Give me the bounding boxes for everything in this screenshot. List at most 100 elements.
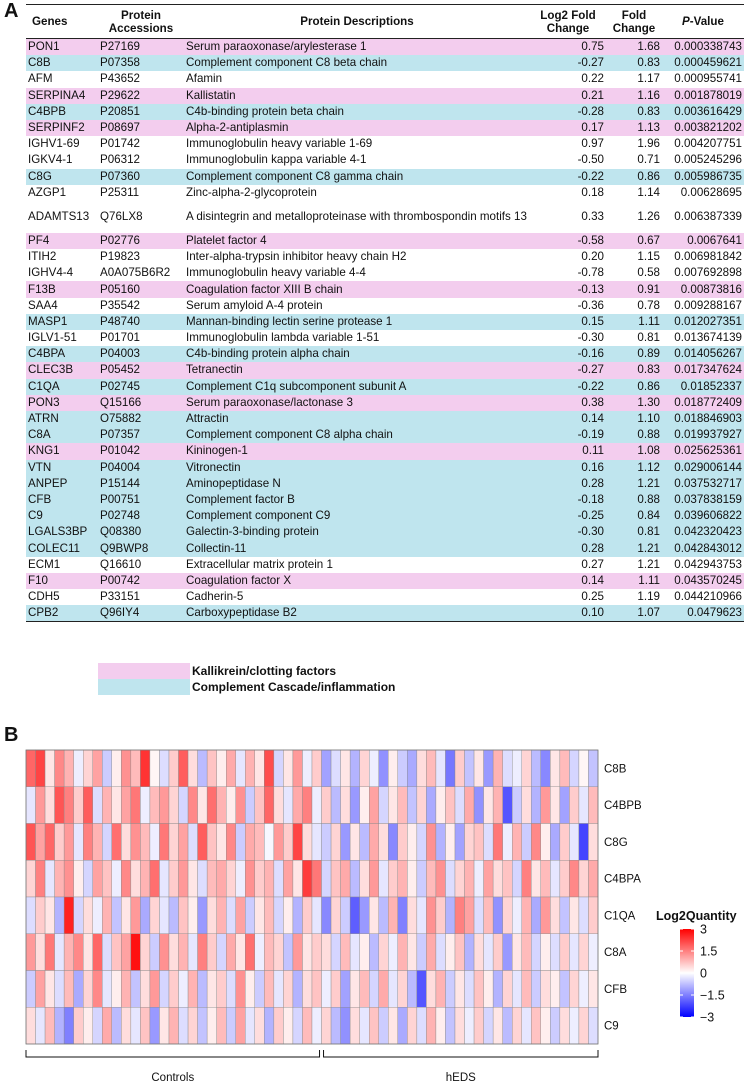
cell-accession: P15144 — [98, 475, 184, 492]
heatmap-cell — [254, 970, 265, 1008]
cell-pvalue: 0.019937927 — [662, 427, 744, 444]
heatmap-cell — [254, 1007, 265, 1045]
heatmap-cell — [512, 823, 522, 861]
cell-gene: C4BPB — [26, 103, 98, 120]
cell-fold-change: 1.15 — [637, 250, 660, 264]
heatmap-cell — [559, 970, 570, 1008]
heatmap-cell — [531, 860, 542, 898]
heatmap-cell — [44, 786, 55, 824]
cell-log2fc: 0.33 — [581, 210, 604, 224]
heatmap-cell — [187, 860, 198, 898]
cell-description: Aminopeptidase N — [184, 475, 530, 492]
heatmap-cell — [35, 823, 46, 861]
heatmap-cell — [149, 933, 160, 971]
cell-log2fc: -0.50 — [577, 153, 604, 167]
heatmap-cell — [378, 933, 389, 971]
heatmap-cell — [149, 1007, 160, 1045]
table-row: C8B P07358 Complement component C8 beta ch… — [26, 55, 744, 72]
heatmap-cell — [273, 933, 284, 971]
cell-accession: P48740 — [98, 313, 184, 330]
heatmap-cell — [25, 823, 36, 861]
heatmap-cell — [588, 749, 599, 787]
heatmap-cell — [111, 933, 122, 971]
cell-gene: C1QA — [26, 378, 98, 395]
heatmap-cell — [349, 786, 360, 824]
cell-log2fc: 0.10 — [530, 605, 606, 623]
heatmap-cell — [302, 1007, 313, 1045]
heatmap-cell — [292, 823, 303, 861]
cell-log2fc: 0.27 — [581, 557, 604, 571]
cell-pvalue: 0.005986735 — [662, 168, 744, 185]
heatmap-cell — [102, 823, 112, 861]
heatmap-cell — [588, 896, 599, 934]
heatmap-cell — [492, 860, 503, 898]
table-row: CFB P00751 Complement factor B -0.18 0.88 0.0… — [26, 491, 744, 509]
cell-description: C4b-binding protein beta chain — [184, 103, 530, 120]
heatmap-cell — [359, 970, 370, 1008]
cell-pvalue: 0.037532717 — [662, 475, 744, 492]
cell-fold-change: 0.88 — [606, 427, 662, 444]
heatmap-cell — [159, 860, 170, 898]
heatmap-cell — [569, 749, 580, 787]
heatmap-cell — [168, 1007, 179, 1045]
cell-accession: P05452 — [98, 362, 184, 379]
cell-description: Complement factor B — [184, 491, 530, 509]
legend-swatch-complement — [98, 679, 190, 695]
category-legend: Kallikrein/clotting factors Complement C… — [98, 663, 395, 695]
heatmap-cell — [531, 786, 542, 824]
heatmap-cell — [550, 860, 561, 898]
heatmap-cell — [273, 749, 284, 787]
heatmap-cell — [168, 933, 179, 971]
cell-description: Complement component C8 gamma chain — [184, 168, 530, 185]
cell-gene: ATRN — [26, 410, 98, 428]
heatmap-cell — [168, 970, 179, 1008]
heatmap-cell — [44, 970, 55, 1008]
cell-log2fc: -0.28 — [530, 103, 606, 120]
cell-fold-change: 1.07 — [606, 605, 662, 623]
heatmap-cell — [521, 823, 532, 861]
heatmap-cell — [197, 1007, 208, 1045]
heatmap-cell — [149, 970, 160, 1008]
heatmap-cell — [245, 823, 256, 861]
cell-gene: F10 — [26, 572, 98, 589]
heatmap-cell — [235, 786, 246, 824]
heatmap-cell — [254, 860, 265, 898]
heatmap-cell — [473, 749, 484, 787]
table-row: ITIH2 P19823 Inter-alpha-trypsin inhibitor… — [26, 249, 744, 265]
heatmap-cell — [302, 896, 313, 934]
heatmap-cell — [225, 970, 236, 1008]
heatmap-cell — [540, 860, 551, 898]
legend-label-kallikrein: Kallikrein/clotting factors — [192, 664, 337, 678]
heatmap-cell — [426, 896, 437, 934]
heatmap-cell — [206, 1007, 217, 1045]
colorbar-tick-label: 1.5 — [700, 945, 717, 959]
cell-description: Complement component C8 alpha chain — [184, 427, 530, 444]
cell-log2fc: -0.19 — [530, 427, 606, 444]
heatmap-cell — [464, 823, 475, 861]
legend-item-kallikrein: Kallikrein/clotting factors — [98, 663, 395, 679]
heatmap-cell — [44, 896, 55, 934]
heatmap-cell — [25, 933, 36, 971]
heatmap-cell — [531, 749, 542, 787]
cell-pvalue: 0.042943753 — [674, 557, 742, 571]
cell-description: Extracellular matrix protein 1 — [186, 557, 333, 571]
heatmap-cell — [578, 896, 589, 934]
heatmap-cell — [359, 823, 370, 861]
heatmap-cell — [426, 823, 437, 861]
heatmap-cell — [273, 1007, 284, 1045]
table-row: SERPINF2 P08697 Alpha-2-antiplasmin 0.17 1.1… — [26, 119, 744, 137]
cell-fold-change: 1.30 — [606, 394, 662, 411]
cell-description: Attractin — [184, 410, 530, 428]
header-log2fc: Log2 Fold Change — [530, 4, 606, 39]
heatmap-cell — [273, 896, 284, 934]
heatmap-cells — [25, 749, 599, 1045]
table-row: COLEC11 Q9BWP8 Collectin-11 0.28 1.21 0.04284… — [26, 540, 744, 557]
header-genes: Genes — [26, 4, 98, 39]
cell-fold-change: 1.08 — [606, 443, 662, 460]
cell-accession: P02776 — [98, 232, 184, 250]
table-row: PON1 P27169 Serum paraoxonase/arylesterase… — [26, 38, 744, 56]
cell-pvalue: 0.009288167 — [674, 298, 742, 312]
heatmap-cell — [359, 860, 370, 898]
heatmap-cell — [102, 896, 112, 934]
heatmap-cell — [216, 1007, 227, 1045]
